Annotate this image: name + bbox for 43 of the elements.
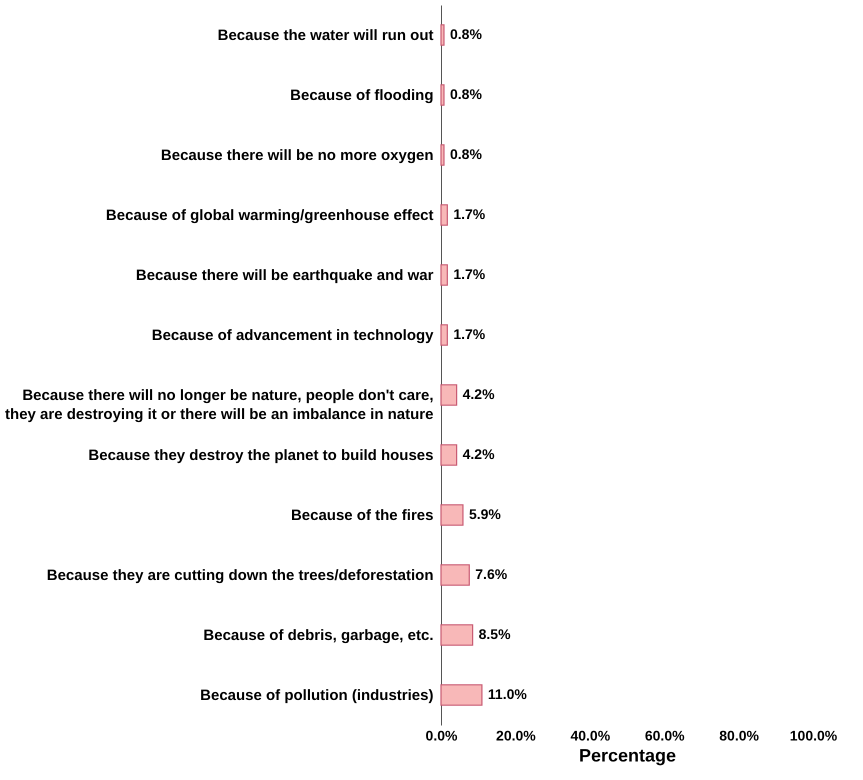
bar [440,144,445,166]
data-label: 11.0% [488,686,528,702]
x-tick-label: 40.0% [570,728,611,744]
y-tick-label: Because there will be no more oxygen [160,147,434,164]
bar [440,324,448,346]
data-label: 7.6% [475,566,508,582]
data-label: 0.8% [450,26,482,42]
x-tick-label: 60.0% [644,728,686,744]
data-label: 5.9% [468,506,502,522]
y-tick-label: Because they destroy the planet to build houses [88,447,434,464]
y-tick-label: Because of advancement in technology [152,327,434,344]
y-tick-label: Because of pollution (industries) [200,687,434,704]
y-tick-label: Because of the fires [290,507,434,524]
bar [440,84,445,106]
bar [440,24,445,46]
y-tick-label: Because the water will run out [218,27,434,44]
x-tick-label: 100.0% [790,728,838,744]
bar [440,624,474,646]
bar [440,384,458,406]
x-axis-title: Percentage [578,746,676,766]
data-label: 1.7% [453,206,486,222]
bar [440,264,448,286]
bar [440,444,458,466]
data-label: 1.7% [453,326,486,342]
y-tick-label: Because there will be earthquake and war [136,267,434,284]
y-tick-label: Because of flooding [290,87,434,104]
x-tick-label: 0.0% [426,728,458,744]
bar [440,564,470,586]
data-label: 4.2% [462,386,496,402]
data-label: 8.5% [478,626,512,642]
y-tick-label: Because there will no longer be nature, people don't care, they are destroying it or there will be an imbalance in nature [5,387,434,423]
y-tick-label: Because of debris, garbage, etc. [203,627,434,644]
bar [440,684,483,706]
data-label: 1.7% [453,266,486,282]
y-tick-label: Because they are cutting down the trees/deforestation [46,567,434,584]
y-tick-label: Because of global warming/greenhouse effect [106,207,434,224]
data-label: 0.8% [450,146,482,162]
bar [440,504,464,526]
data-label: 0.8% [450,86,482,102]
x-tick-label: 20.0% [496,728,536,744]
bar [440,204,448,226]
data-label: 4.2% [462,446,496,462]
x-tick-label: 80.0% [719,728,760,744]
